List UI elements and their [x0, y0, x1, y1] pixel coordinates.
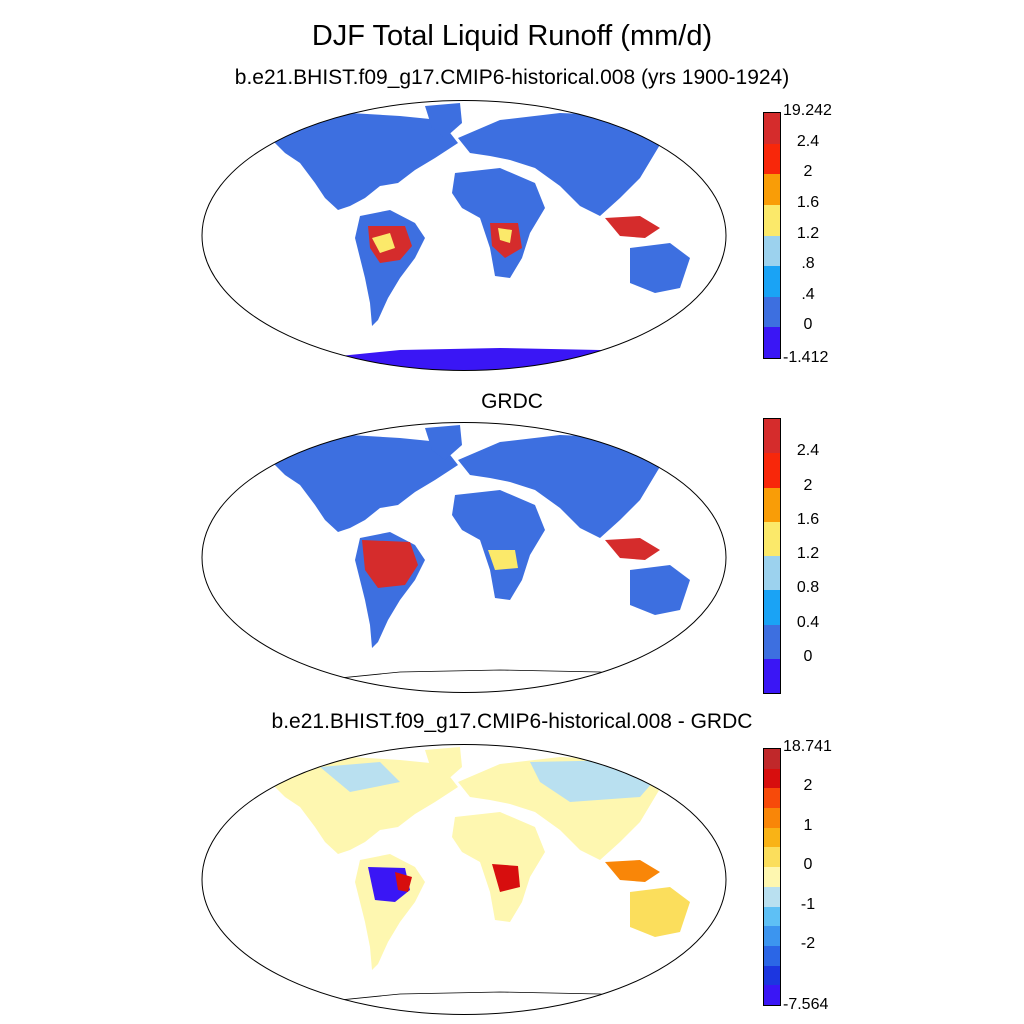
- colorbar-label: 1.6: [796, 510, 820, 528]
- colorbar-cell: [764, 453, 780, 488]
- colorbar-label: 1: [803, 816, 813, 834]
- colorbar-cell: [764, 590, 780, 625]
- region-maritime-asia: [605, 860, 660, 882]
- colorbar-label: 2.4: [796, 132, 820, 150]
- colorbar-cell: [764, 749, 780, 769]
- map-grdc-runoff: [201, 422, 727, 693]
- colorbar-label: 1.2: [796, 545, 820, 562]
- colorbar-label: 1.2: [796, 224, 820, 242]
- colorbar-cell: [764, 847, 780, 868]
- colorbar-cell: [764, 327, 780, 358]
- figure-title: DJF Total Liquid Runoff (mm/d): [311, 20, 713, 52]
- region-maritime-asia: [605, 216, 660, 238]
- colorbar-label: 0: [803, 647, 813, 665]
- colorbar-label: -2: [800, 934, 816, 952]
- amazon-hotspot: [362, 540, 418, 588]
- continent-greenland: [425, 103, 462, 138]
- continent-north-america: [270, 757, 458, 854]
- colorbar-label: 2: [803, 476, 813, 494]
- colorbar-cell: [764, 965, 780, 986]
- colorbar-label: 0.4: [796, 613, 820, 631]
- continent-australia: [630, 565, 690, 615]
- colorbar-cell: [764, 296, 780, 328]
- colorbar-cell: [764, 487, 780, 522]
- colorbar-label: 18.741: [783, 738, 832, 755]
- colorbar-label: -1: [800, 895, 816, 913]
- continent-eurasia: [458, 113, 670, 216]
- colorbar-cell: [764, 906, 780, 927]
- colorbar-label: .8: [801, 255, 815, 273]
- colorbar-label: 0: [803, 856, 813, 874]
- colorbar-cell: [764, 266, 780, 297]
- panel-2-title: GRDC: [481, 390, 543, 413]
- colorbar-cell: [764, 808, 780, 828]
- colorbar-label: -1.412: [783, 349, 829, 366]
- region-maritime-asia: [605, 538, 660, 560]
- colorbar-label: 1.6: [796, 193, 820, 211]
- continent-australia: [630, 243, 690, 293]
- colorbar-cell: [764, 827, 780, 848]
- continent-australia: [630, 887, 690, 937]
- colorbar-cell: [764, 926, 780, 946]
- colorbar-cell: [764, 235, 780, 267]
- colorbar-cell: [764, 788, 780, 809]
- colorbar-label: -7.564: [783, 996, 829, 1013]
- colorbar-cell: [764, 945, 780, 966]
- colorbar-cell: [764, 419, 780, 454]
- colorbar-cell: [764, 174, 780, 205]
- map-difference-runoff: [201, 744, 727, 1015]
- colorbar-cell: [764, 867, 780, 887]
- continent-greenland: [425, 425, 462, 460]
- colorbar-cell: [764, 113, 780, 144]
- colorbar-cell: [764, 556, 780, 591]
- colorbar-cell: [764, 886, 780, 907]
- continent-antarctica: [300, 348, 670, 371]
- congo-surplus: [492, 864, 520, 892]
- colorbar-cell: [764, 204, 780, 236]
- colorbar-panel-1: [763, 112, 781, 359]
- continent-north-america: [270, 435, 458, 532]
- colorbar-label: 19.242: [783, 102, 832, 119]
- panel-3-title: b.e21.BHIST.f09_g17.CMIP6-historical.008…: [271, 710, 753, 733]
- colorbar-label: 2: [803, 777, 813, 795]
- continent-north-america: [270, 113, 458, 210]
- colorbar-cell: [764, 624, 780, 659]
- continent-africa: [452, 490, 545, 600]
- colorbar-cell: [764, 143, 780, 175]
- colorbar-label: 0.8: [796, 579, 820, 597]
- colorbar-label: 2: [803, 163, 813, 181]
- colorbar-cell: [764, 985, 780, 1005]
- colorbar-label: 0: [803, 316, 813, 334]
- continent-eurasia: [458, 435, 670, 538]
- colorbar-panel-2: [763, 418, 781, 694]
- colorbar-cell: [764, 521, 780, 556]
- colorbar-cell: [764, 768, 780, 789]
- colorbar-label: .4: [801, 285, 815, 303]
- colorbar-panel-3: [763, 748, 781, 1006]
- colorbar-cell: [764, 658, 780, 693]
- continent-greenland: [425, 747, 462, 782]
- colorbar-label: 2.4: [796, 442, 820, 460]
- map-model-runoff: [201, 100, 727, 371]
- panel-1-title: b.e21.BHIST.f09_g17.CMIP6-historical.008…: [234, 66, 790, 89]
